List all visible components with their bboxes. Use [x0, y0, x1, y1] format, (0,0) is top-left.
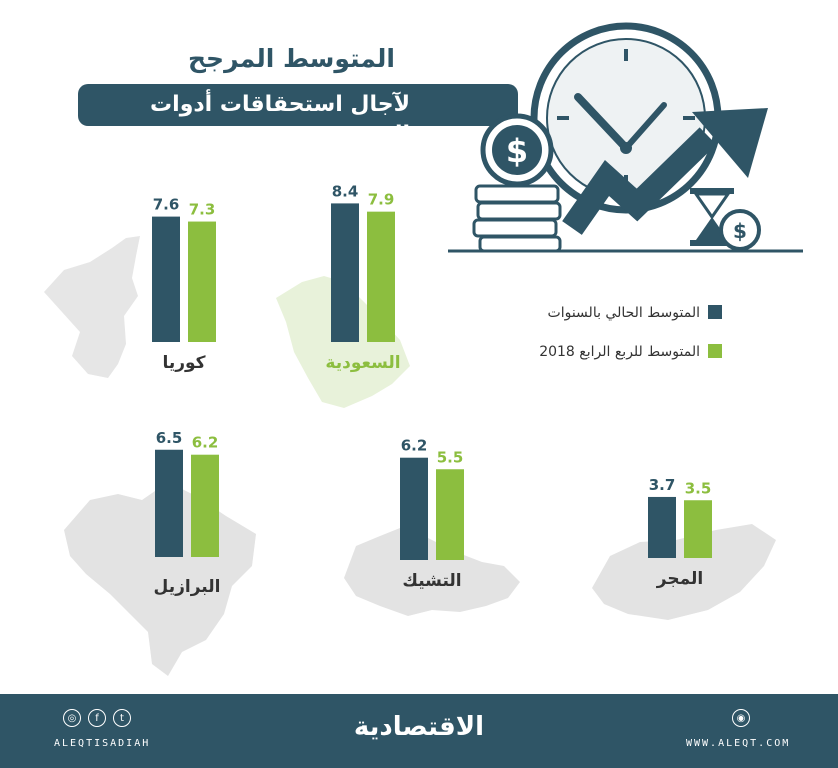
legend-swatch-q4: [708, 344, 722, 358]
bar-0-1: [188, 221, 216, 342]
value-label-3-0: 6.2: [401, 437, 428, 455]
value-label-0-0: 7.6: [153, 196, 180, 214]
bar-2-0: [155, 449, 183, 557]
legend-label-current: المتوسط الحالي بالسنوات: [547, 305, 700, 321]
legend-swatch-current: [708, 305, 722, 319]
dollar-coin-icon: $: [480, 113, 554, 187]
svg-text:$: $: [733, 219, 747, 243]
bar-1-0: [331, 203, 359, 342]
globe-icon[interactable]: ◉: [732, 709, 750, 727]
country-label-1: السعودية: [325, 353, 400, 373]
bar-0-0: [152, 216, 180, 342]
bar-3-0: [400, 457, 428, 560]
legend-label-q4: المتوسط للربع الرابع 2018: [539, 344, 700, 360]
title-line-1: المتوسط المرجح: [188, 44, 395, 73]
social-handle: ALEQTISADIAH: [54, 738, 151, 749]
bar-3-1: [436, 469, 464, 560]
footer-bar: [0, 694, 838, 768]
bar-2-1: [191, 454, 219, 557]
bar-4-0: [648, 496, 676, 558]
small-dollar-coin-icon: $: [719, 209, 761, 251]
value-label-2-1: 6.2: [192, 434, 219, 452]
value-label-1-1: 7.9: [368, 191, 395, 209]
trend-arrow-icon: [562, 108, 768, 235]
country-label-2: البرازيل: [154, 577, 221, 597]
legend-item-q4: المتوسط للربع الرابع 2018: [422, 344, 722, 360]
svg-text:$: $: [506, 132, 528, 170]
country-label-0: كوريا: [162, 353, 205, 373]
value-label-0-1: 7.3: [189, 201, 216, 219]
value-label-1-0: 8.4: [332, 182, 359, 200]
twitter-icon[interactable]: t: [113, 709, 131, 727]
bar-4-1: [684, 500, 712, 558]
value-label-2-0: 6.5: [156, 429, 183, 447]
czech-map: [344, 528, 520, 616]
korea-map: [44, 236, 140, 378]
clock-money-illustration: $ $: [448, 22, 803, 253]
bar-1-1: [367, 211, 395, 342]
bar-charts: 7.6 7.3 كوريا 8.4 7.9 السعودية 6.5 6.2 البرازيل 6…: [152, 182, 712, 597]
value-label-4-0: 3.7: [649, 476, 676, 494]
country-label-3: التشيك: [402, 571, 461, 591]
value-label-4-1: 3.5: [685, 479, 712, 497]
legend-item-current: المتوسط الحالي بالسنوات: [422, 305, 722, 321]
value-label-3-1: 5.5: [437, 448, 464, 466]
brand-logo: الاقتصادية: [353, 712, 485, 742]
title-banner: [78, 84, 518, 126]
facebook-icon[interactable]: f: [88, 709, 106, 727]
website-url[interactable]: WWW.ALEQT.COM: [686, 738, 791, 749]
hungary-map: [592, 524, 776, 620]
instagram-icon[interactable]: ◎: [63, 709, 81, 727]
country-label-4: المجر: [656, 569, 703, 589]
title-line-2: لآجال استحقاقات أدوات الدين: [150, 92, 410, 147]
